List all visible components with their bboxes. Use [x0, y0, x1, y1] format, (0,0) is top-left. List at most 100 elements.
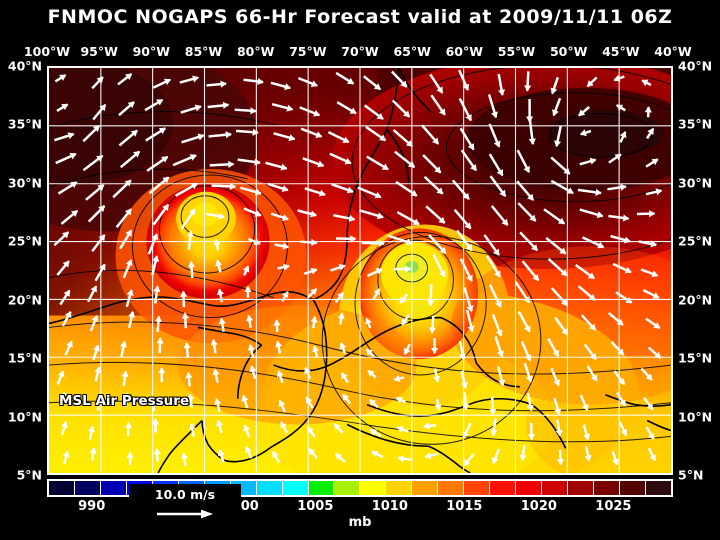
colorbar-tick-label: 990	[78, 499, 106, 514]
wind-vector-head	[99, 263, 106, 271]
wind-vector-head	[250, 107, 257, 115]
figure-title: FNMOC NOGAPS 66-Hr Forecast valid at 200…	[47, 6, 673, 28]
wind-vector-head	[280, 163, 288, 171]
wind-vector-head	[252, 128, 259, 136]
wind-vector-head	[525, 375, 533, 383]
wind-vector-head	[620, 428, 628, 436]
colorbar-tick-label: 1005	[297, 499, 334, 514]
wind-vector-head	[550, 87, 558, 95]
wind-vector-head	[373, 83, 381, 90]
wind-vector-head	[655, 188, 663, 196]
wind-vector-head	[310, 80, 318, 88]
wind-vector-head	[438, 270, 446, 278]
wind-vector-head	[247, 343, 255, 351]
lon-tick-label: 55°W	[497, 44, 536, 59]
wind-vector-head	[491, 457, 499, 465]
wind-vector-head	[527, 193, 534, 201]
wind-vector-head	[125, 259, 133, 267]
wind-vector-head	[439, 247, 447, 254]
wind-vector-head	[341, 372, 348, 380]
wind-vector-head	[273, 319, 281, 326]
wind-vector-head	[622, 214, 630, 222]
wind-vector-head	[189, 154, 197, 161]
lat-tick-label-right: 35°N	[678, 116, 713, 132]
colorbar-tick-label: 1010	[371, 499, 408, 514]
wind-vector-head	[427, 300, 435, 307]
wind-vector-head	[124, 208, 132, 216]
wind-vector-head	[150, 396, 158, 403]
wind-vector-head	[651, 158, 659, 166]
wind-vector-head	[376, 212, 384, 220]
wind-vector-head	[154, 315, 162, 322]
wind-vector-head	[214, 398, 222, 405]
wind-vector-head	[152, 255, 160, 262]
wind-vector-head	[158, 127, 166, 135]
wind-vector-head	[346, 186, 354, 194]
wind-vector-head	[241, 394, 249, 402]
wind-vector-head	[393, 375, 401, 382]
wind-vector-head	[242, 265, 250, 273]
lat-tick-label-left: 5°N	[16, 467, 42, 483]
lat-tick-label-right: 25°N	[678, 233, 713, 249]
wind-vector-head	[161, 156, 169, 163]
colorbar-swatch	[282, 481, 309, 495]
colorbar-unit-label: mb	[348, 515, 372, 530]
wind-vector-head	[91, 315, 99, 323]
wind-vector-head	[583, 433, 590, 441]
wind-vector-head	[183, 342, 191, 349]
wind-vector-head	[527, 434, 536, 441]
wind-vector-head	[501, 218, 509, 226]
colorbar-swatch	[308, 481, 335, 495]
wind-vector-head	[401, 318, 408, 326]
wind-vector-head	[555, 429, 563, 437]
wind-vector-head	[87, 425, 96, 433]
graticule-gridlines	[49, 68, 671, 473]
wind-vector-head	[181, 312, 189, 319]
wind-vector-head	[405, 265, 412, 273]
wind-vector-head	[470, 164, 477, 172]
wind-vector-head	[257, 78, 264, 86]
wind-vector-head	[335, 453, 343, 461]
wind-vector-head	[156, 337, 164, 344]
wind-vector-head	[465, 244, 473, 252]
map-plot-area: MSL Air Pressure 10.0 m/s	[47, 66, 673, 526]
wind-vector-head	[463, 459, 471, 467]
wind-vector-head	[432, 137, 439, 145]
wind-vector-head	[119, 340, 127, 348]
wind-vector-head	[433, 375, 441, 383]
wind-vector-head	[153, 285, 161, 292]
wind-vector-head	[62, 231, 69, 239]
colorbar-swatch	[412, 481, 439, 495]
lat-tick-label-right: 15°N	[678, 350, 713, 366]
wind-vector-head	[179, 290, 188, 297]
wind-vector-head	[243, 424, 251, 432]
colorbar-swatch	[256, 481, 283, 495]
wind-vector-head	[519, 454, 527, 462]
colorbar-swatch	[594, 481, 620, 495]
wind-scale-legend: 10.0 m/s	[129, 484, 241, 526]
wind-vector-head	[495, 329, 503, 337]
wind-vector-head	[156, 99, 164, 106]
wind-vector-head	[371, 450, 379, 458]
field-label: MSL Air Pressure	[59, 393, 190, 409]
wind-vector-head	[641, 79, 649, 87]
wind-vector-head	[283, 263, 290, 271]
wind-vector-head	[333, 423, 341, 431]
wind-vector-head	[62, 260, 70, 268]
wind-vector-head	[222, 101, 230, 109]
wind-vector-head	[163, 78, 172, 86]
wind-vector-head	[465, 114, 472, 122]
wind-vector-head	[218, 212, 225, 220]
wind-vector-head	[339, 342, 347, 350]
wind-scale-arrow-icon	[157, 509, 213, 519]
wind-vector-head	[524, 354, 532, 362]
lon-tick-label: 40°W	[654, 44, 692, 59]
wind-vector-head	[186, 230, 194, 237]
wind-vector-head	[553, 379, 560, 387]
wind-vector-head	[498, 379, 506, 387]
map-svg	[49, 68, 671, 473]
wind-vector-head	[313, 109, 321, 117]
wind-vector-head	[197, 133, 205, 141]
wind-vector-head	[434, 166, 442, 174]
colorbar-tick-label: 1020	[520, 499, 557, 514]
